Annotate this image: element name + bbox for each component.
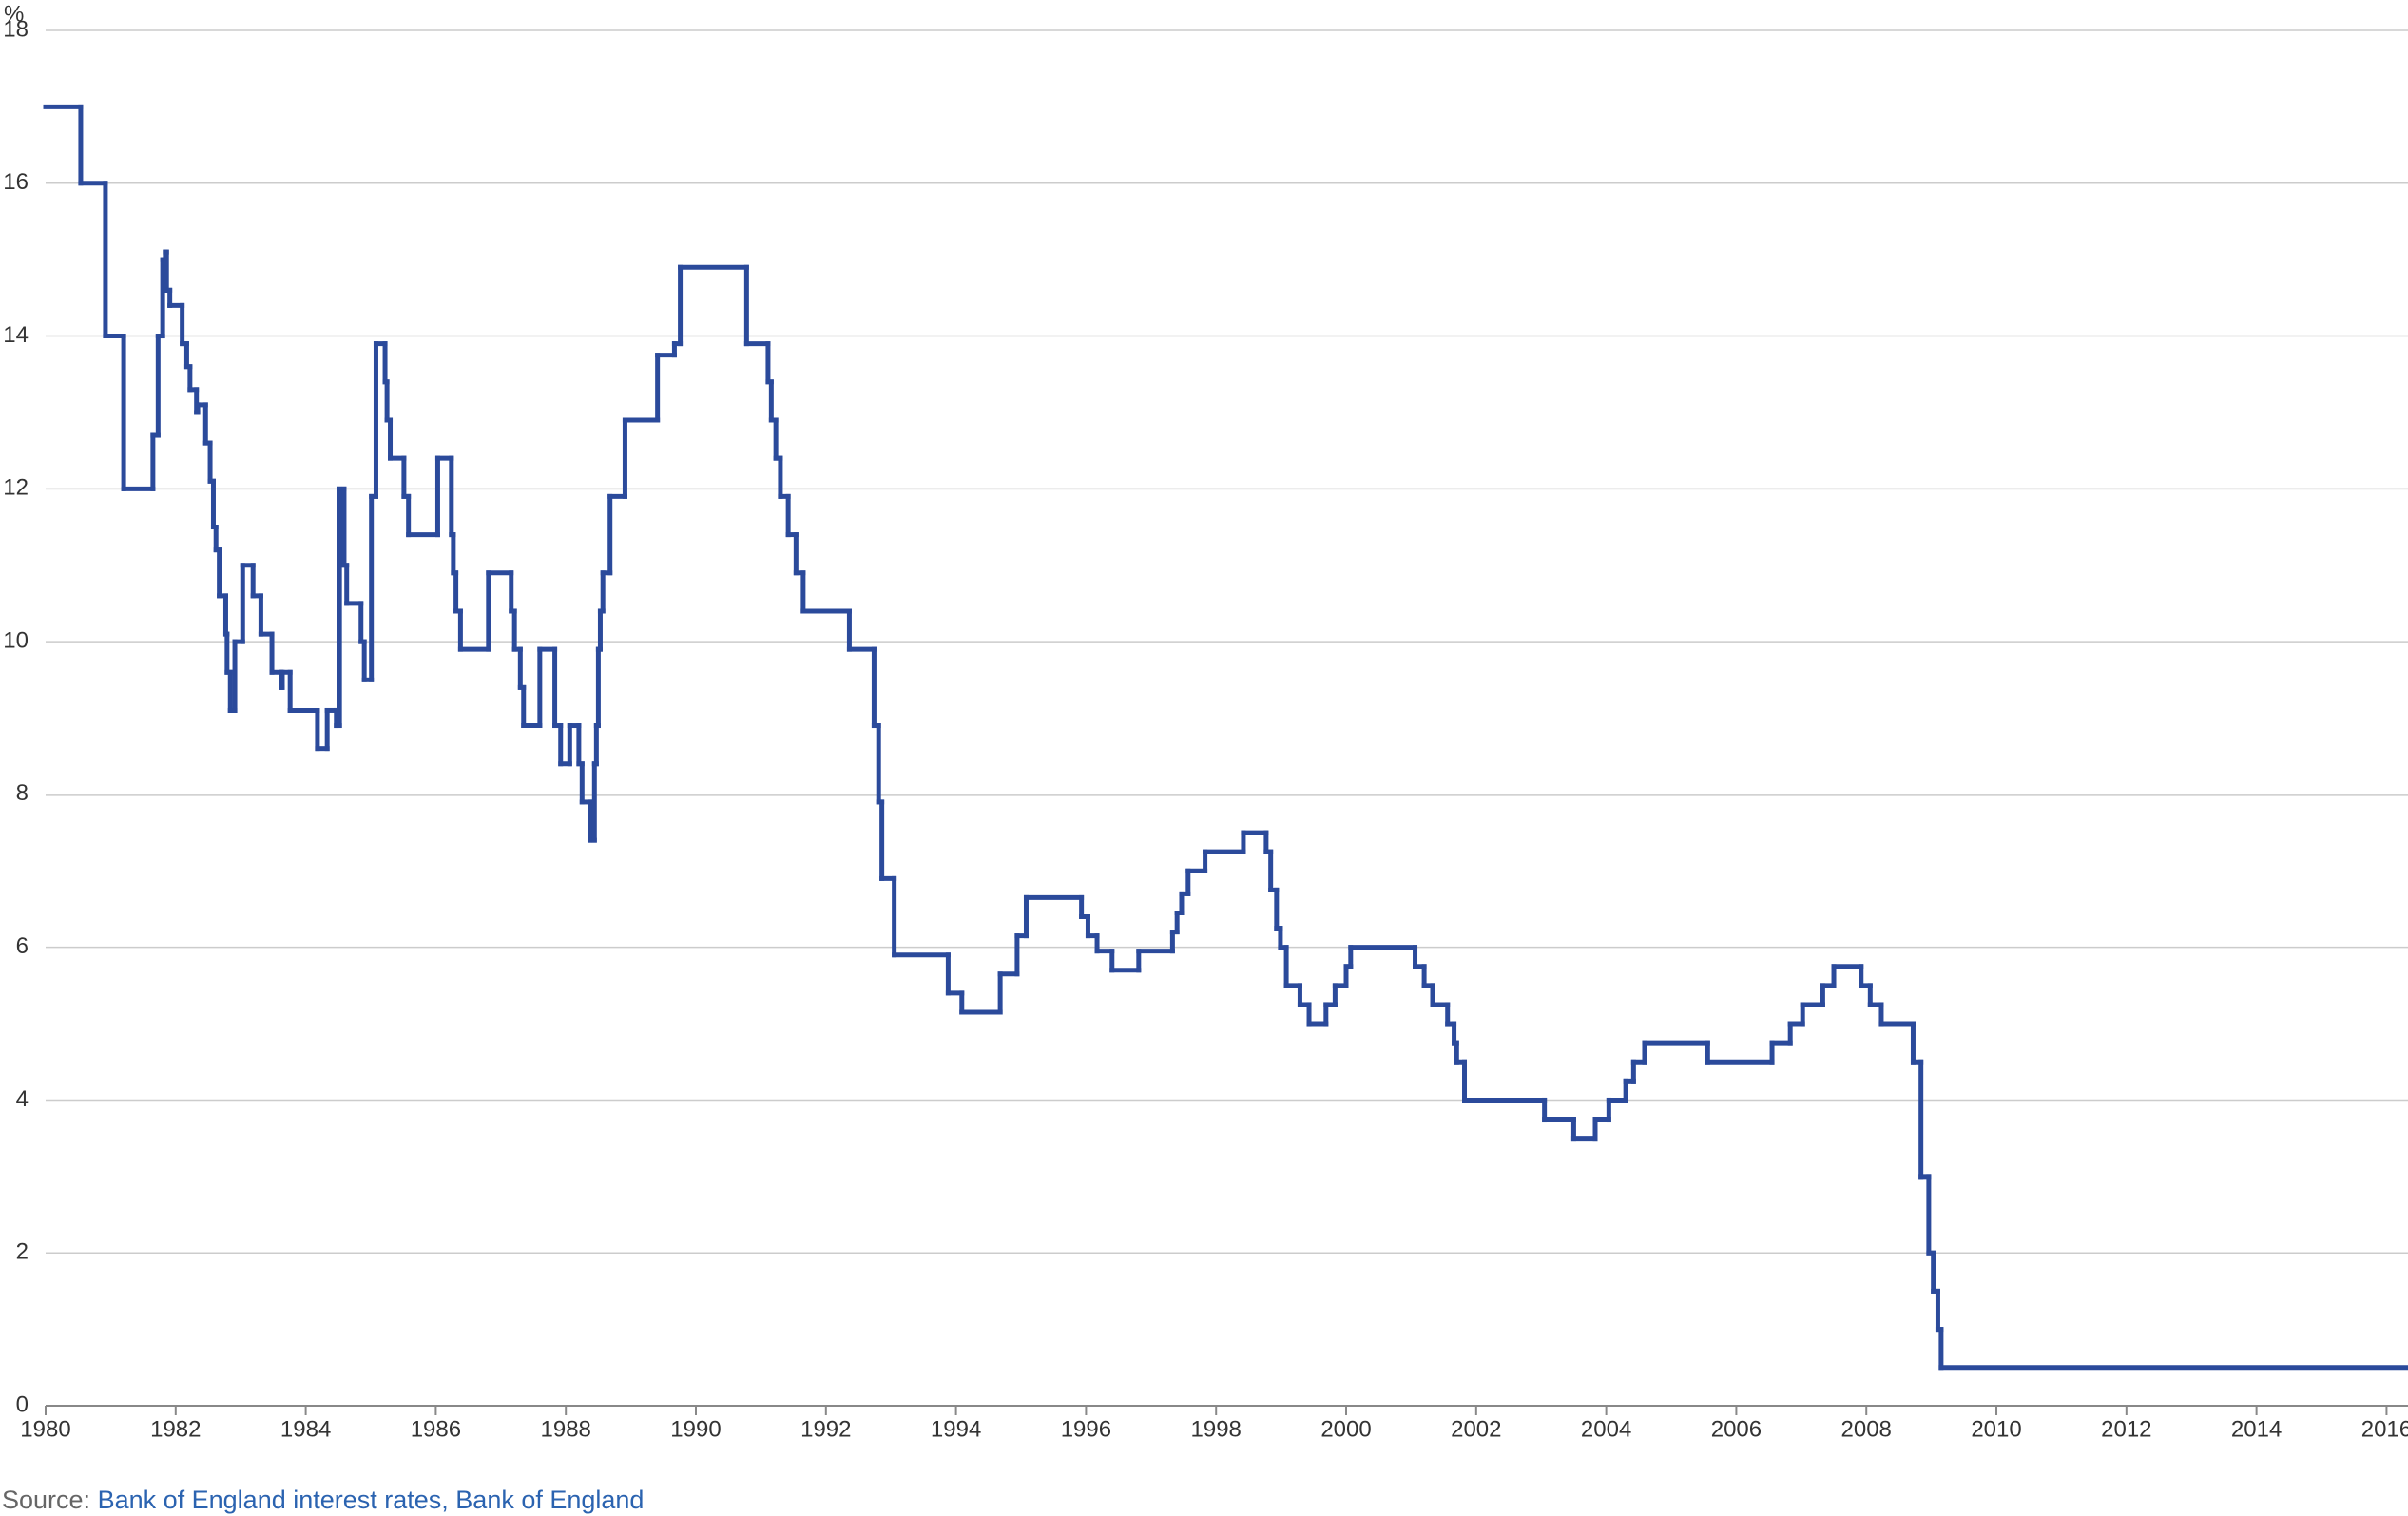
x-tick-label: 2008 — [1841, 1416, 1892, 1442]
y-axis-label: % — [4, 1, 24, 27]
x-tick-label: 2000 — [1320, 1416, 1371, 1442]
x-tick-label: 2002 — [1451, 1416, 1501, 1442]
x-tick-label: 1984 — [280, 1416, 331, 1442]
y-tick-label: 16 — [3, 169, 29, 195]
y-tick-label: 18 — [3, 16, 29, 42]
x-tick-label: 2016 — [2361, 1416, 2408, 1442]
x-tick-label: 1990 — [670, 1416, 721, 1442]
x-tick-label: 1996 — [1061, 1416, 1111, 1442]
x-tick-label: 2010 — [1971, 1416, 2021, 1442]
x-tick-label: 2014 — [2231, 1416, 2282, 1442]
x-tick-label: 2004 — [1581, 1416, 1631, 1442]
source: Source: Bank of England interest rates, … — [2, 1486, 644, 1514]
x-tick-label: 1982 — [150, 1416, 201, 1442]
y-tick-label: 10 — [3, 627, 29, 653]
x-tick-label: 1988 — [541, 1416, 591, 1442]
source-link[interactable]: Bank of England interest rates, Bank of … — [98, 1486, 645, 1514]
x-tick-label: 1994 — [931, 1416, 981, 1442]
y-tick-label: 2 — [16, 1239, 29, 1265]
source-label: Source: — [2, 1486, 90, 1514]
y-tick-label: 0 — [16, 1391, 29, 1417]
y-tick-label: 4 — [16, 1086, 29, 1112]
y-tick-label: 6 — [16, 933, 29, 959]
y-tick-label: 8 — [16, 780, 29, 806]
x-tick-label: 2006 — [1711, 1416, 1762, 1442]
y-tick-label: 14 — [3, 322, 29, 348]
x-tick-label: 1998 — [1191, 1416, 1242, 1442]
x-tick-label: 1992 — [800, 1416, 851, 1442]
x-tick-label: 2012 — [2101, 1416, 2151, 1442]
y-tick-label: 12 — [3, 475, 29, 501]
x-tick-label: 1980 — [20, 1416, 70, 1442]
x-tick-label: 1986 — [411, 1416, 461, 1442]
